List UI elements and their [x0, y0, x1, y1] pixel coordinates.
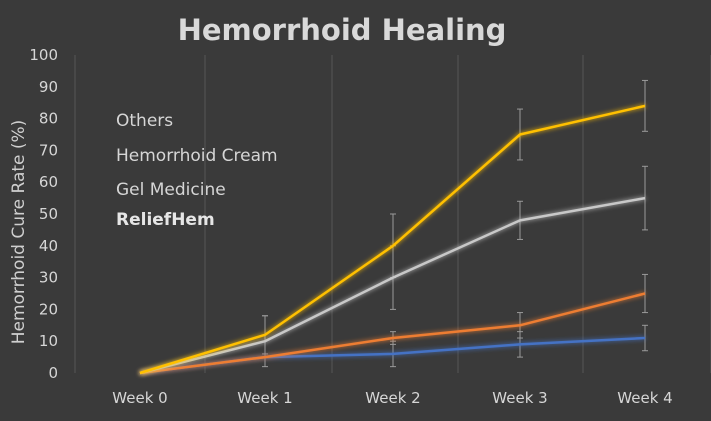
error-bars	[262, 79, 648, 368]
y-tick-label: 60	[39, 173, 58, 191]
x-tick-label: Week 1	[237, 389, 292, 407]
series-line-reliefhem	[139, 104, 646, 375]
y-tick-label: 20	[39, 300, 58, 318]
y-tick-label: 70	[39, 141, 58, 159]
y-tick-label: 100	[29, 46, 58, 64]
y-tick-label: 50	[39, 205, 58, 223]
chart-title: Hemorrhoid Healing	[178, 13, 507, 47]
y-tick-label: 10	[39, 332, 58, 350]
legend-label-reliefhem: ReliefHem	[116, 210, 215, 230]
legend: Others Hemorrhoid Cream Gel Medicine Relief…	[88, 111, 278, 230]
y-tick-label: 80	[39, 110, 58, 128]
legend-label-gel-medicine: Gel Medicine	[116, 180, 226, 200]
x-tick-label: Week 2	[365, 389, 420, 407]
series-lines	[139, 104, 646, 375]
y-tick-label: 30	[39, 269, 58, 287]
gridlines	[74, 55, 711, 373]
y-axis-title: Hemorrhoid Cure Rate (%)	[9, 120, 29, 345]
y-tick-label: 40	[39, 237, 58, 255]
legend-label-others: Others	[116, 111, 173, 131]
y-tick-label: 90	[39, 78, 58, 96]
series-line-gel-medicine	[139, 196, 646, 375]
x-tick-label: Week 3	[492, 389, 547, 407]
legend-label-hemorrhoid-cream: Hemorrhoid Cream	[116, 146, 278, 166]
x-tick-label: Week 0	[112, 389, 167, 407]
y-tick-labels: 0 10 20 30 40 50 60 70 80 90 100	[29, 46, 58, 382]
y-tick-label: 0	[48, 364, 58, 382]
x-tick-label: Week 4	[617, 389, 672, 407]
x-tick-labels: Week 0 Week 1 Week 2 Week 3 Week 4	[112, 389, 672, 407]
series-line-hemorrhoid-cream	[139, 292, 646, 375]
